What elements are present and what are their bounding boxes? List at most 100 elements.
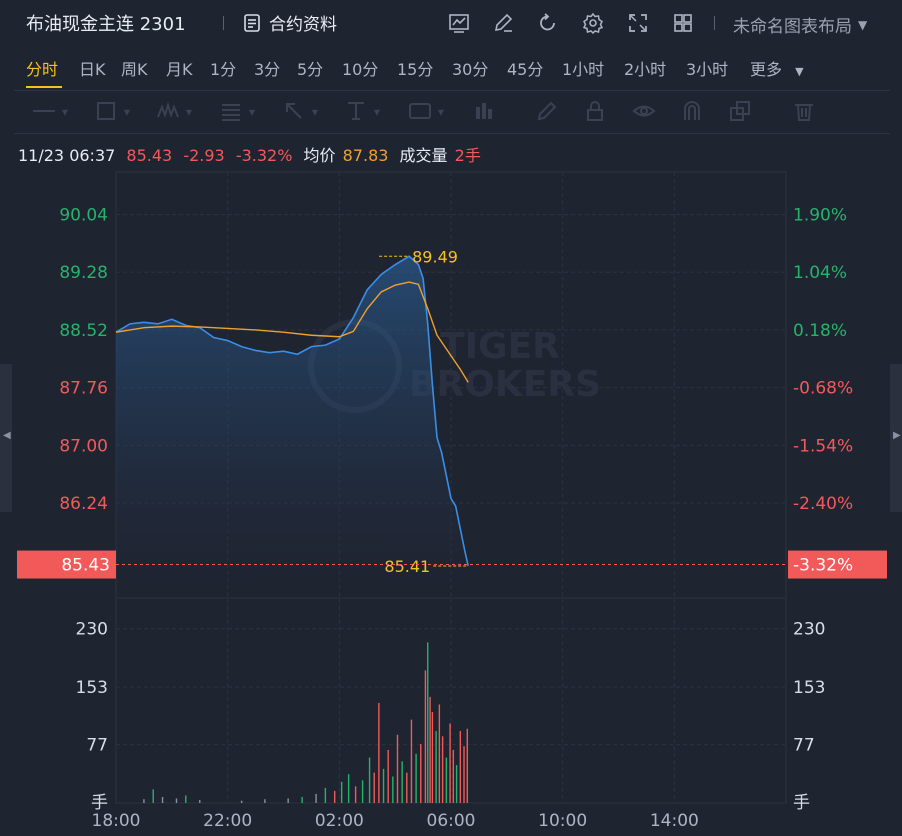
volume-bar (185, 795, 187, 803)
more-periods-dropdown[interactable]: 更多 ▼ (750, 56, 804, 80)
volume-bar (354, 786, 357, 803)
volume-bar (431, 712, 434, 803)
volume-bar (438, 704, 441, 803)
volume-bar (415, 753, 417, 803)
volume-bar (382, 768, 385, 803)
tab-period[interactable]: 30分 (452, 60, 489, 79)
contract-info-button[interactable]: 合约资料 (243, 10, 337, 35)
price-area (116, 256, 469, 582)
text-cursor-icon[interactable]: ▼ (348, 102, 380, 120)
left-collapse-tab[interactable]: ◀ (0, 364, 12, 512)
lock-icon[interactable] (583, 99, 609, 123)
line-style-icon[interactable]: ▼ (33, 108, 68, 117)
magnet-icon[interactable] (680, 99, 706, 123)
current-price-badge (17, 550, 116, 579)
tab-period[interactable]: 2小时 (624, 60, 667, 79)
avg-price-label: 均价 (303, 146, 336, 165)
x-tick-label: 14:00 (650, 811, 699, 831)
tab-period[interactable]: 3分 (254, 60, 281, 79)
volume-tick-label: 230 (793, 620, 825, 640)
volume-value: 2手 (454, 146, 481, 165)
price-tick-label: 87.76 (59, 379, 108, 399)
volume-unit-label: 手 (793, 793, 810, 813)
indicator-icon[interactable] (448, 12, 470, 34)
caret-down-icon: ▼ (795, 65, 804, 78)
active-tab-underline (26, 86, 62, 88)
volume-bar (340, 781, 343, 803)
quote-info-bar: 11/23 06:37 85.43 -2.93 -3.32% 均价 87.83 … (18, 142, 487, 166)
fibonacci-icon[interactable]: ▼ (222, 104, 255, 121)
trash-icon[interactable] (792, 99, 818, 123)
document-icon (244, 13, 260, 32)
tab-period[interactable]: 3小时 (686, 60, 729, 79)
annotation-icon[interactable]: ▼ (408, 99, 444, 123)
rectangle-icon[interactable]: ▼ (94, 99, 130, 123)
volume-bar (324, 787, 327, 803)
pct-tick-label: -1.54% (793, 436, 853, 456)
volume-bar (452, 749, 455, 803)
volume-bar (143, 799, 145, 803)
chevron-left-icon: ◀ (3, 430, 11, 441)
tab-period[interactable]: 日K (79, 60, 106, 79)
eye-icon[interactable] (632, 99, 658, 123)
bar-chart-icon[interactable] (472, 99, 498, 123)
volume-bar (441, 736, 444, 803)
draw-icon[interactable] (492, 12, 514, 34)
settings-icon[interactable] (582, 12, 604, 35)
x-tick-label: 06:00 (427, 811, 476, 831)
volume-bar (429, 696, 431, 803)
volume-bar (466, 728, 468, 803)
volume-bar (435, 731, 437, 803)
tab-period[interactable]: 15分 (397, 60, 434, 79)
grid-layout-icon[interactable] (672, 12, 694, 34)
volume-bar (459, 731, 462, 803)
volume-bar (199, 799, 201, 803)
tab-period[interactable]: 10分 (342, 60, 379, 79)
volume-bar (449, 723, 451, 803)
arrow-icon[interactable]: ▼ (282, 99, 318, 123)
price-tick-label: 89.28 (59, 263, 108, 283)
price-tick-label: 90.04 (59, 206, 108, 226)
layout-dropdown[interactable]: 未命名图表布局 ▼ (733, 12, 867, 37)
tab-period[interactable]: 月K (166, 60, 193, 79)
volume-bar (287, 798, 289, 803)
caret-down-icon: ▼ (858, 17, 868, 32)
price-tick-label: 86.24 (59, 494, 108, 514)
fullscreen-icon[interactable] (627, 12, 649, 34)
x-tick-label: 10:00 (538, 811, 587, 831)
high-price-label: 89.49 (412, 247, 458, 266)
volume-tick-label: 230 (76, 620, 108, 640)
volume-bar (406, 772, 408, 803)
watermark-text: TIGER (440, 326, 560, 367)
x-tick-label: 18:00 (92, 811, 141, 831)
pct-tick-label: -2.40% (793, 494, 853, 514)
right-collapse-tab[interactable]: ▶ (890, 364, 902, 512)
price-tick-label: 88.52 (59, 321, 108, 341)
tab-period[interactable]: 1小时 (562, 60, 605, 79)
quote-change-pct: -3.32% (235, 146, 293, 165)
volume-bar (427, 642, 429, 803)
volume-bar (424, 670, 427, 803)
price-tick-label: 87.00 (59, 436, 108, 456)
wave-icon[interactable]: ▼ (156, 99, 192, 123)
quote-change: -2.93 (183, 146, 225, 165)
pencil-icon[interactable] (535, 99, 561, 123)
tab-period[interactable]: 5分 (297, 60, 324, 79)
tab-period[interactable]: 45分 (507, 60, 544, 79)
tab-period[interactable]: 分时 (26, 60, 59, 79)
quote-datetime: 11/23 06:37 (18, 146, 116, 165)
volume-bar (315, 793, 317, 803)
current-price-label: 85.43 (61, 556, 110, 576)
divider (223, 16, 224, 30)
layers-icon[interactable] (728, 99, 754, 123)
avg-price-line (115, 281, 469, 383)
tab-period[interactable]: 1分 (210, 60, 237, 79)
volume-bar (373, 772, 375, 803)
more-label: 更多 (750, 60, 783, 79)
drawing-toolbar: ▼ ▼ ▼ ▼ ▼ ▼ ▼ (14, 90, 890, 134)
instrument-title[interactable]: 布油现金主连 2301 (26, 14, 186, 35)
chevron-right-icon: ▶ (893, 430, 901, 441)
tab-period[interactable]: 周K (121, 60, 148, 79)
refresh-icon[interactable] (537, 12, 559, 34)
